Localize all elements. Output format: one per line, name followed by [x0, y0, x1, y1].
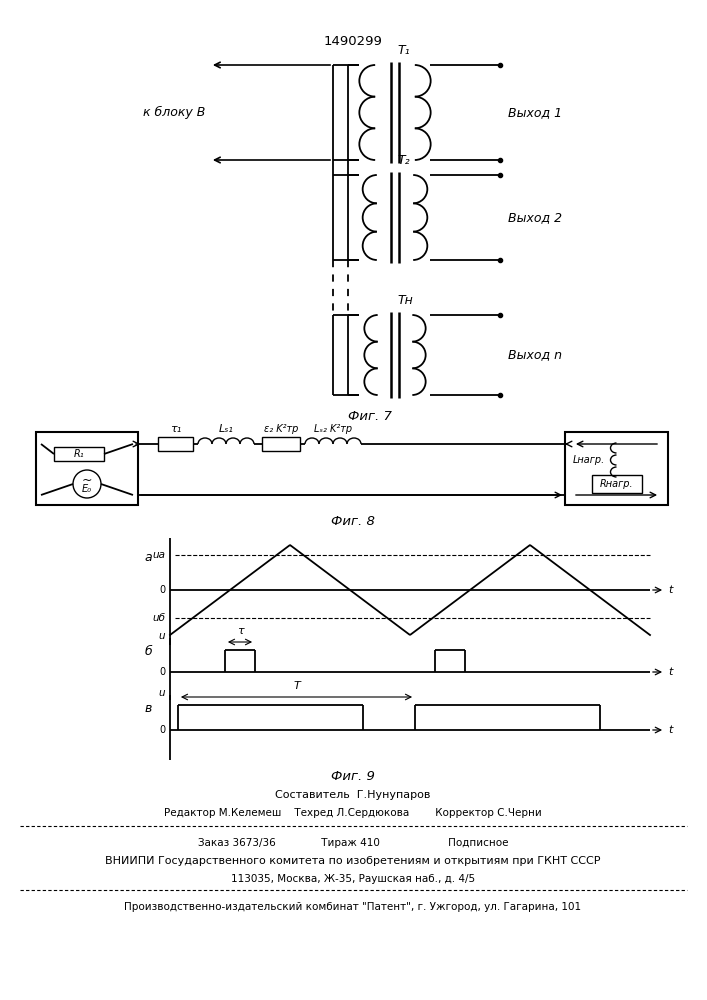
Text: Редактор М.Келемеш    Техред Л.Сердюкова        Корректор С.Черни: Редактор М.Келемеш Техред Л.Сердюкова Ко… [164, 808, 542, 818]
Text: t: t [668, 667, 672, 677]
Text: к блоку В: к блоку В [143, 106, 205, 119]
Text: ~: ~ [82, 474, 92, 487]
Text: a: a [144, 551, 152, 564]
Bar [158, 437, 193, 451]
Text: Выход 1: Выход 1 [508, 106, 562, 119]
Text: ε₂ K²тр: ε₂ K²тр [264, 424, 298, 434]
Bar [262, 437, 300, 451]
Text: Фиг. 9: Фиг. 9 [331, 770, 375, 783]
Text: T: T [293, 681, 300, 691]
Text: E₀: E₀ [82, 484, 92, 494]
Bar [36, 432, 138, 505]
Text: t: t [668, 585, 672, 595]
Text: T₁: T₁ [397, 44, 409, 57]
Text: 0: 0 [159, 585, 165, 595]
Text: Фиг. 8: Фиг. 8 [331, 515, 375, 528]
Text: u: u [158, 688, 165, 698]
Text: в: в [145, 702, 152, 716]
Text: Lₛ₂ K²тр: Lₛ₂ K²тр [314, 424, 352, 434]
Text: t: t [668, 725, 672, 735]
Text: τ: τ [237, 626, 243, 636]
Text: uб: uб [152, 613, 165, 623]
Text: Lнагр.: Lнагр. [573, 455, 605, 465]
Text: Выход n: Выход n [508, 349, 562, 361]
Text: Выход 2: Выход 2 [508, 211, 562, 224]
Text: Tн: Tн [397, 294, 413, 307]
Text: uа: uа [152, 550, 165, 560]
Text: Фиг. 7: Фиг. 7 [348, 410, 392, 423]
Bar [54, 447, 104, 461]
Bar [565, 432, 668, 505]
Text: τ₁: τ₁ [170, 424, 181, 434]
Text: Rнагр.: Rнагр. [600, 479, 633, 489]
Text: Lₛ₁: Lₛ₁ [218, 424, 233, 434]
Text: u: u [158, 631, 165, 641]
Bar [592, 475, 641, 493]
Text: 1490299: 1490299 [324, 35, 382, 48]
Text: Производственно-издательский комбинат "Патент", г. Ужгород, ул. Гагарина, 101: Производственно-издательский комбинат "П… [124, 902, 582, 912]
Text: 0: 0 [159, 667, 165, 677]
Text: T₂: T₂ [397, 154, 409, 167]
Text: Составитель  Г.Нунупаров: Составитель Г.Нунупаров [275, 790, 431, 800]
Text: ВНИИПИ Государственного комитета по изобретениям и открытиям при ГКНТ СССР: ВНИИПИ Государственного комитета по изоб… [105, 856, 601, 866]
Text: Заказ 3673/36              Тираж 410                     Подписное: Заказ 3673/36 Тираж 410 Подписное [198, 838, 508, 848]
Text: R₁: R₁ [74, 449, 84, 459]
Text: б: б [144, 645, 152, 658]
Text: 0: 0 [159, 725, 165, 735]
Text: 113035, Москва, Ж-35, Раушская наб., д. 4/5: 113035, Москва, Ж-35, Раушская наб., д. … [231, 874, 475, 884]
